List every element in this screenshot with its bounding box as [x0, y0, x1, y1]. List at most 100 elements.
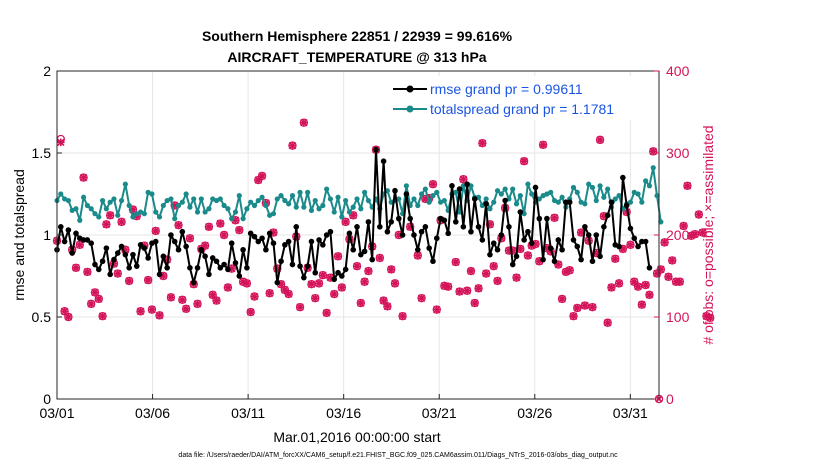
obs-assimilated-point — [319, 271, 327, 279]
y2-tick-label: 200 — [666, 227, 690, 243]
rmse-point — [247, 230, 254, 237]
obs-assimilated-point — [281, 286, 289, 294]
obs-assimilated-point — [235, 226, 244, 234]
obs-assimilated-point — [79, 173, 88, 182]
obs-assimilated-point — [573, 304, 582, 312]
rmse-point — [331, 276, 338, 283]
obs-assimilated-point — [208, 291, 217, 299]
totalspread-point — [92, 211, 98, 217]
totalspread-point — [255, 197, 261, 204]
rmse-point — [528, 240, 535, 246]
rmse-point — [350, 246, 357, 253]
totalspread-point — [229, 216, 235, 222]
totalspread-point — [513, 201, 520, 207]
y2-tick-label: 400 — [666, 63, 690, 79]
rmse-point — [99, 258, 106, 265]
rmse-point — [509, 261, 516, 268]
obs-assimilated-point — [470, 299, 479, 307]
obs-assimilated-point — [72, 264, 80, 272]
obs-assimilated-point — [364, 267, 373, 275]
totalspread-point — [335, 194, 341, 200]
obs-assimilated-point — [493, 277, 502, 285]
obs-assimilated-point — [459, 175, 468, 184]
obs-assimilated-point — [205, 223, 213, 231]
obs-assimilated-point — [273, 264, 282, 273]
rmse-point — [175, 246, 182, 253]
legend-rmse-marker — [406, 85, 414, 93]
rmse-point — [358, 251, 364, 258]
rmse-point — [620, 174, 626, 181]
totalspread-point — [612, 196, 618, 202]
obs-assimilated-point — [338, 283, 346, 292]
rmse-point — [395, 215, 402, 222]
rmse-point — [544, 215, 550, 222]
totalspread-point — [650, 165, 656, 171]
rmse-point — [479, 237, 486, 243]
rmse-point — [506, 224, 512, 230]
rmse-point — [342, 266, 349, 273]
obs-assimilated-point — [227, 264, 236, 273]
totalspread-point — [327, 196, 334, 202]
totalspread-point — [430, 193, 436, 199]
footer-data-file: data file: /Users/raeder/DAI/ATM_forcXX/… — [178, 452, 618, 459]
totalspread-point — [635, 191, 641, 197]
obs-assimilated-point — [113, 269, 122, 278]
totalspread-point — [130, 214, 136, 220]
obs-assimilated-point — [558, 295, 566, 303]
obs-assimilated-point — [440, 282, 449, 290]
obs-assimilated-point — [387, 265, 395, 274]
totalspread-point — [365, 197, 372, 204]
totalspread-point — [589, 184, 596, 191]
totalspread-point — [529, 191, 535, 197]
legend-rmse-label: rmse grand pr = 0.99611 — [430, 81, 583, 97]
obs-assimilated-point — [607, 283, 616, 292]
obs-assimilated-point — [463, 286, 471, 295]
obs-assimilated-point — [360, 277, 369, 286]
rmse-point — [270, 240, 277, 246]
rmse-point — [460, 224, 467, 230]
y-tick-label: 1.5 — [32, 145, 52, 161]
obs-assimilated-point — [596, 136, 604, 144]
totalspread-point — [510, 186, 516, 192]
obs-assimilated-point — [455, 287, 464, 296]
totalspread-point — [316, 206, 322, 212]
obs-assimilated-point — [695, 210, 703, 219]
rmse-point — [118, 243, 125, 250]
totalspread-point — [198, 196, 204, 202]
obs-assimilated-point — [106, 211, 114, 220]
rmse-point — [487, 251, 493, 258]
rmse-point — [274, 279, 281, 286]
totalspread-point — [111, 196, 117, 202]
y-axis-label: rmse and totalspread — [11, 169, 27, 301]
rmse-point — [228, 240, 235, 246]
totalspread-point — [202, 209, 208, 215]
rmse-point — [388, 219, 394, 225]
rmse-point — [426, 245, 432, 251]
obs-assimilated-point — [626, 241, 635, 249]
obs-assimilated-point — [451, 258, 460, 266]
obs-assimilated-point — [243, 279, 251, 288]
totalspread-point — [187, 204, 193, 210]
totalspread-point — [175, 202, 182, 209]
obs-assimilated-point — [638, 300, 646, 309]
rmse-point — [589, 258, 596, 265]
totalspread-point — [426, 199, 432, 205]
obs-assimilated-point — [330, 290, 339, 298]
rmse-point — [304, 263, 311, 269]
obs-assimilated-point — [577, 228, 585, 237]
rmse-point — [137, 242, 144, 248]
rmse-point — [339, 273, 345, 279]
rmse-point — [259, 235, 265, 242]
obs-assimilated-point — [182, 305, 190, 313]
obs-assimilated-point — [554, 260, 563, 269]
rmse-point — [373, 146, 379, 153]
obs-assimilated-point — [482, 269, 490, 278]
rmse-point — [221, 261, 227, 268]
rmse-point — [547, 245, 554, 251]
obs-assimilated-point — [254, 176, 263, 184]
rmse-point — [145, 255, 151, 261]
rmse-point — [327, 228, 334, 235]
totalspread-point — [305, 189, 311, 195]
obs-assimilated-point — [357, 299, 365, 307]
x-tick-label: 03/06 — [135, 405, 170, 421]
